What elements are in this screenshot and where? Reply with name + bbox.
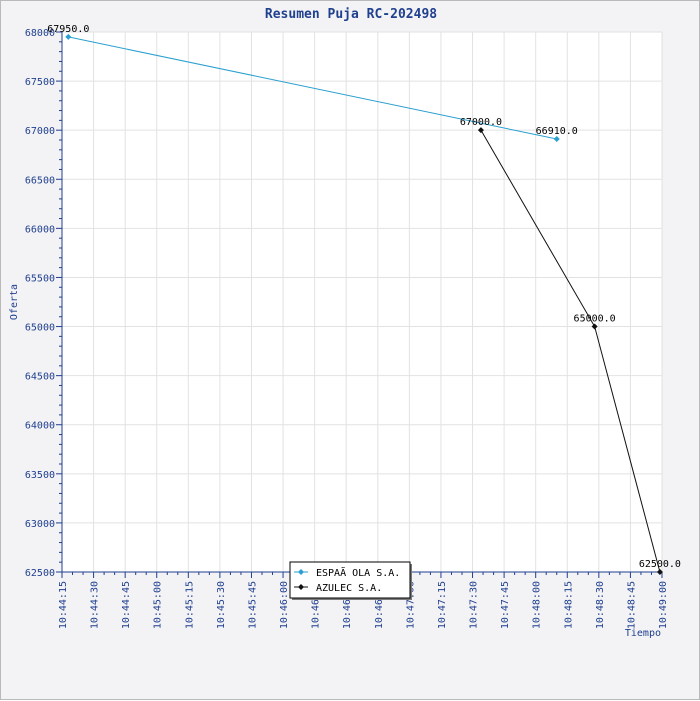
x-tick-label: 10:47:00 [405,581,416,629]
x-tick-label: 10:49:00 [658,581,669,629]
y-tick-label: 67000 [25,126,55,137]
data-point-marker [591,323,598,330]
chart-title: Resumen Puja RC-202498 [265,7,437,22]
y-tick-label: 64500 [25,372,55,383]
x-tick-label: 10:45:00 [153,581,164,629]
x-tick-label: 10:48:30 [595,581,606,629]
legend-box [289,561,411,599]
series-line-1 [68,36,557,140]
y-tick-label: 63500 [25,470,55,481]
y-tick-label: 65500 [25,273,55,284]
legend-label: ESPAÃ OLA S.A. [316,566,400,579]
legend-label: AZULEC S.A. [316,583,382,594]
x-tick-label: 10:46:15 [311,581,322,629]
y-tick-label: 66000 [25,224,55,235]
data-point-marker [553,136,560,143]
data-label: 62500.0 [639,559,681,570]
x-tick-label: 10:44:30 [90,581,101,629]
x-tick-label: 10:45:15 [184,581,195,629]
x-tick-label: 10:47:30 [469,581,480,629]
y-tick-label: 67500 [25,77,55,88]
x-tick-label: 10:46:00 [279,581,290,629]
x-tick-label: 10:45:30 [216,581,227,629]
x-tick-label: 10:48:00 [532,581,543,629]
y-tick-label: 65000 [25,323,55,334]
data-point-marker [477,127,484,134]
data-label: 66910.0 [536,126,578,137]
data-label: 65000.0 [574,314,616,325]
x-tick-label: 10:45:45 [247,581,258,629]
x-tick-label: 10:47:45 [500,581,511,629]
x-tick-label: 10:44:45 [121,581,132,629]
data-label: 67000.0 [460,117,502,128]
x-tick-label: 10:48:45 [626,581,637,629]
plot-area [62,32,662,572]
y-tick-label: 62500 [25,568,55,579]
data-labels: 67950.0 66910.0 67000.0 65000.0 62500.0 [47,24,681,570]
legend: ESPAÃ OLA S.A. AZULEC S.A. [289,561,412,600]
data-point-marker [65,33,72,40]
y-axis-title: Oferta [9,284,20,320]
y-tick-label: 68000 [25,28,55,39]
legend-swatch-marker [298,584,304,590]
y-tick-label: 64000 [25,421,55,432]
data-label: 67950.0 [47,24,89,35]
y-tick-label: 63000 [25,519,55,530]
x-tick-label: 10:48:15 [563,581,574,629]
x-tick-label: 10:47:15 [437,581,448,629]
x-tick-label: 10:44:15 [58,581,69,629]
legend-swatch-marker [298,569,304,575]
x-tick-label: 10:46:45 [374,581,385,629]
x-tick-label: 10:46:30 [342,581,353,629]
data-point-marker [656,569,663,575]
x-axis-title: Tiempo [625,628,661,639]
series-layer [65,33,663,575]
y-tick-label: 66500 [25,175,55,186]
